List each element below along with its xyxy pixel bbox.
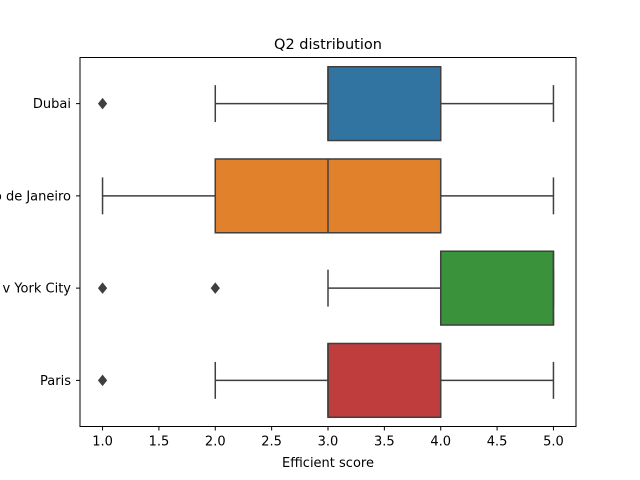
x-tick-label-1: 1.5 (149, 435, 170, 450)
x-tick-label-5: 3.5 (374, 435, 395, 450)
x-axis-label: Efficient score (282, 456, 374, 471)
box-paris (327, 342, 442, 419)
plot-area: Dubai o de Janeiro v York City Paris 1.0 1.5 2… (0, 65, 564, 450)
box-new-york-city (439, 250, 555, 326)
outlier-dubai-0 (97, 97, 108, 110)
x-tick-label-7: 4.5 (487, 435, 508, 450)
x-tick-label-3: 2.5 (261, 435, 282, 450)
box-dubai (327, 65, 442, 142)
y-tick-label-dubai: Dubai (33, 97, 71, 112)
x-tick-label-2: 2.0 (205, 435, 226, 450)
chart-title: Q2 distribution (274, 37, 382, 53)
outlier-new-york-city-1 (210, 282, 220, 294)
y-tick-label-new-york-city: v York City (3, 282, 72, 297)
x-tick-label-8: 5.0 (543, 435, 564, 450)
x-tick-label-0: 1.0 (92, 435, 113, 450)
x-tick-label-4: 3.0 (318, 435, 339, 450)
plot-frame (79, 57, 577, 427)
outlier-new-york-city-0 (97, 282, 108, 294)
outlier-paris-0 (97, 374, 108, 387)
y-tick-label-paris: Paris (40, 374, 71, 389)
y-tick-label-rio-de-janeiro: o de Janeiro (0, 189, 71, 204)
x-tick-label-6: 4.0 (430, 435, 451, 450)
